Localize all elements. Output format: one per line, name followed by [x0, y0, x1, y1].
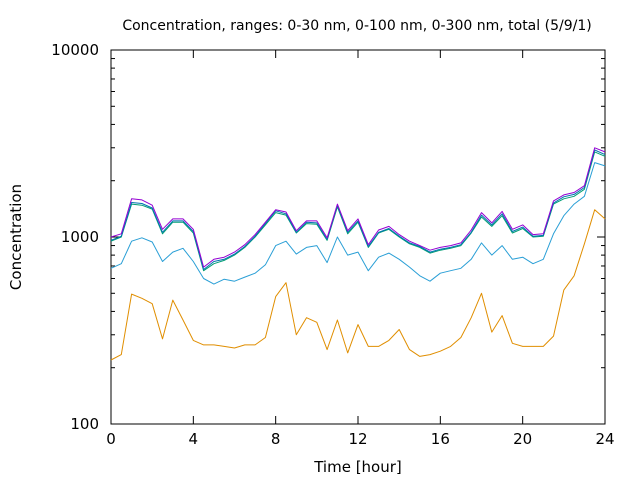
x-tick-label: 4 — [189, 430, 199, 448]
series-line-2 — [110, 162, 606, 285]
y-tick-label: 1000 — [61, 228, 99, 246]
series-layer — [110, 147, 606, 361]
y-tick-label: 100 — [70, 415, 99, 433]
x-tick-label: 24 — [595, 430, 614, 448]
y-tick-label: 10000 — [51, 41, 99, 59]
series-line-5 — [110, 147, 606, 268]
chart-title: Concentration, ranges: 0-30 nm, 0-100 nm… — [122, 18, 591, 34]
series-line-1 — [110, 209, 606, 361]
x-tick-label: 12 — [348, 430, 367, 448]
x-tick-label: 0 — [106, 430, 116, 448]
x-axis-label: Time [hour] — [313, 458, 402, 476]
series-line-4 — [110, 149, 606, 270]
y-axis-label: Concentration — [7, 184, 25, 290]
x-axis-ticks: 0 4 8 12 16 20 24 — [106, 50, 615, 448]
y-axis-ticks: 100 1000 10000 — [51, 41, 605, 433]
x-tick-label: 16 — [431, 430, 450, 448]
x-tick-label: 8 — [271, 430, 281, 448]
x-tick-label: 20 — [513, 430, 532, 448]
y-minor-ticks — [111, 58, 605, 369]
plot-area-frame — [110, 49, 606, 425]
